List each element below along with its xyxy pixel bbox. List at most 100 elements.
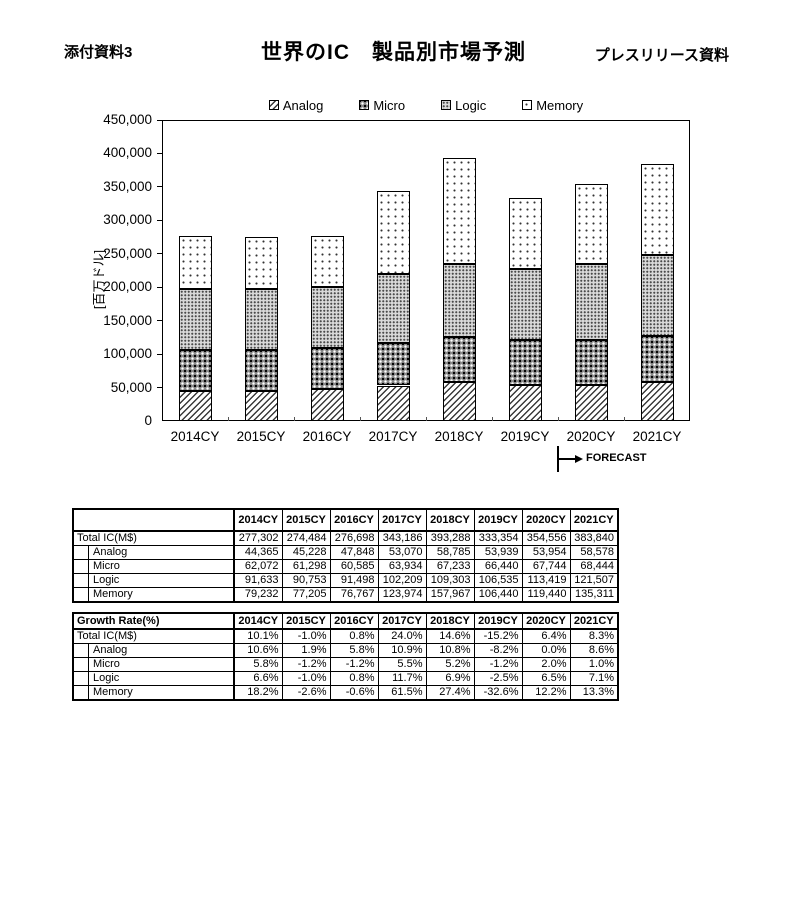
- value-cell: 277,302: [233, 530, 283, 546]
- value-cell: 0.0%: [521, 643, 571, 658]
- value-cell: -8.2%: [473, 643, 523, 658]
- forecast-arrow-line: [559, 458, 576, 460]
- value-cell: 6.5%: [521, 671, 571, 686]
- bar-segment-analog: [376, 385, 410, 421]
- y-axis-tick-mark: [157, 286, 162, 288]
- y-axis-tick-label: 50,000: [110, 379, 152, 395]
- table-header-row: 2014CY 2015CY 2016CY 2017CY 2018CY 2019CY 2020…: [72, 508, 619, 532]
- y-axis-tick-label: 250,000: [103, 245, 152, 261]
- y-axis-tick-label: 150,000: [103, 312, 152, 328]
- y-axis-tick-mark: [157, 219, 162, 221]
- x-axis-category-label: 2020CY: [566, 429, 616, 444]
- bar-segment-memory: [508, 198, 542, 270]
- row-label-cell: Memory: [72, 587, 235, 603]
- bar-segment-micro: [640, 336, 674, 382]
- value-cell: 45,228: [281, 545, 331, 560]
- row-label-cell: Memory: [72, 685, 235, 701]
- year-header-cell: 2015CY: [281, 508, 331, 532]
- y-axis-tick-label: 0: [144, 413, 152, 428]
- bar-segment-logic: [640, 254, 674, 337]
- bar-segment-analog: [640, 381, 674, 421]
- bar-segment-memory: [244, 237, 278, 290]
- bar-segment-memory: [442, 157, 476, 264]
- year-header-cell: 2021CY: [569, 612, 619, 630]
- value-cell: 58,785: [425, 545, 475, 560]
- legend-item-micro: Micro: [359, 98, 405, 113]
- value-cell: 62,072: [233, 559, 283, 574]
- logic-pattern-swatch-icon: [441, 100, 452, 110]
- value-cell: 0.8%: [329, 628, 379, 644]
- value-cell: 5.8%: [329, 643, 379, 658]
- year-header-cell: 2015CY: [281, 612, 331, 630]
- legend-item-analog: Analog: [268, 97, 324, 113]
- legend-label: Logic: [455, 97, 487, 113]
- year-header-cell: 2014CY: [233, 508, 283, 532]
- bar-segment-memory: [376, 191, 410, 275]
- value-cell: 90,753: [281, 573, 331, 588]
- bar-segment-logic: [574, 263, 608, 340]
- value-cell: 79,232: [233, 587, 283, 603]
- year-header-cell: 2016CY: [329, 508, 379, 532]
- chart-legend: Analog Micro Logic Memory: [162, 96, 690, 114]
- y-axis-tick-label: 200,000: [103, 279, 152, 295]
- x-axis-category-label: 2021CY: [632, 429, 682, 444]
- row-label-cell: Total IC(M$): [72, 530, 235, 546]
- bar-segment-micro: [508, 340, 542, 385]
- value-cell: 1.0%: [569, 657, 619, 672]
- table-row: Micro 62,072 61,298 60,585 63,934 67,233 66,44…: [72, 559, 619, 574]
- bar-segment-analog: [310, 388, 344, 421]
- y-axis-tick-mark: [157, 119, 162, 121]
- value-cell: 0.8%: [329, 671, 379, 686]
- value-cell: 135,311: [569, 587, 619, 603]
- value-cell: 354,556: [521, 530, 571, 546]
- value-cell: 58,578: [569, 545, 619, 560]
- row-label-cell: Micro: [72, 657, 235, 672]
- value-cell: 343,186: [377, 530, 427, 546]
- value-cell: 27.4%: [425, 685, 475, 701]
- year-header-cell: 2020CY: [521, 508, 571, 532]
- value-cell: 61.5%: [377, 685, 427, 701]
- value-cell: 5.2%: [425, 657, 475, 672]
- value-cell: 66,440: [473, 559, 523, 574]
- bar-segment-logic: [178, 288, 212, 350]
- value-cell: 109,303: [425, 573, 475, 588]
- bar-segment-micro: [244, 349, 278, 391]
- doc-ref-label: 添付資料3: [64, 44, 133, 61]
- analog-pattern-swatch-icon: [268, 100, 279, 110]
- bar-segment-analog: [508, 384, 542, 421]
- value-cell: 333,354: [473, 530, 523, 546]
- value-cell: 67,744: [521, 559, 571, 574]
- y-axis-tick-mark: [157, 253, 162, 255]
- value-cell: 383,840: [569, 530, 619, 546]
- y-axis-tick-label: 350,000: [103, 178, 152, 194]
- indent-divider: [88, 574, 89, 587]
- value-cell: 2.0%: [521, 657, 571, 672]
- y-axis-tick-mark: [157, 186, 162, 188]
- bar-segment-analog: [442, 381, 476, 421]
- value-cell: 53,070: [377, 545, 427, 560]
- table-row: Analog 44,365 45,228 47,848 53,070 58,785 53,9…: [72, 545, 619, 560]
- bar-segment-micro: [574, 339, 608, 385]
- value-cell: -1.2%: [281, 657, 331, 672]
- value-cell: 6.9%: [425, 671, 475, 686]
- growth-rate-table: Growth Rate(%) 2014CY 2015CY 2016CY 2017CY 20…: [72, 612, 619, 701]
- legend-label: Analog: [282, 97, 324, 113]
- bar-segment-micro: [310, 348, 344, 389]
- value-cell: 5.5%: [377, 657, 427, 672]
- value-cell: 60,585: [329, 559, 379, 574]
- year-header-cell: 2014CY: [233, 612, 283, 630]
- x-axis-tick-mark: [228, 417, 229, 421]
- bar-segment-logic: [508, 269, 542, 341]
- x-axis-category-label: 2014CY: [170, 429, 220, 444]
- value-cell: 10.9%: [377, 643, 427, 658]
- table-row: Micro 5.8% -1.2% -1.2% 5.5% 5.2% -1.2% 2.0% 1.0%: [72, 657, 619, 672]
- bar-segment-logic: [310, 287, 344, 349]
- bar-segment-memory: [640, 164, 674, 255]
- value-cell: -15.2%: [473, 628, 523, 644]
- indent-divider: [88, 560, 89, 573]
- value-cell: 5.8%: [233, 657, 283, 672]
- row-label-cell: Logic: [72, 573, 235, 588]
- forecast-divider-line: [557, 446, 559, 472]
- table-row: Total IC(M$) 10.1% -1.0% 0.8% 24.0% 14.6% -15.…: [72, 628, 619, 644]
- bar-segment-analog: [178, 391, 212, 421]
